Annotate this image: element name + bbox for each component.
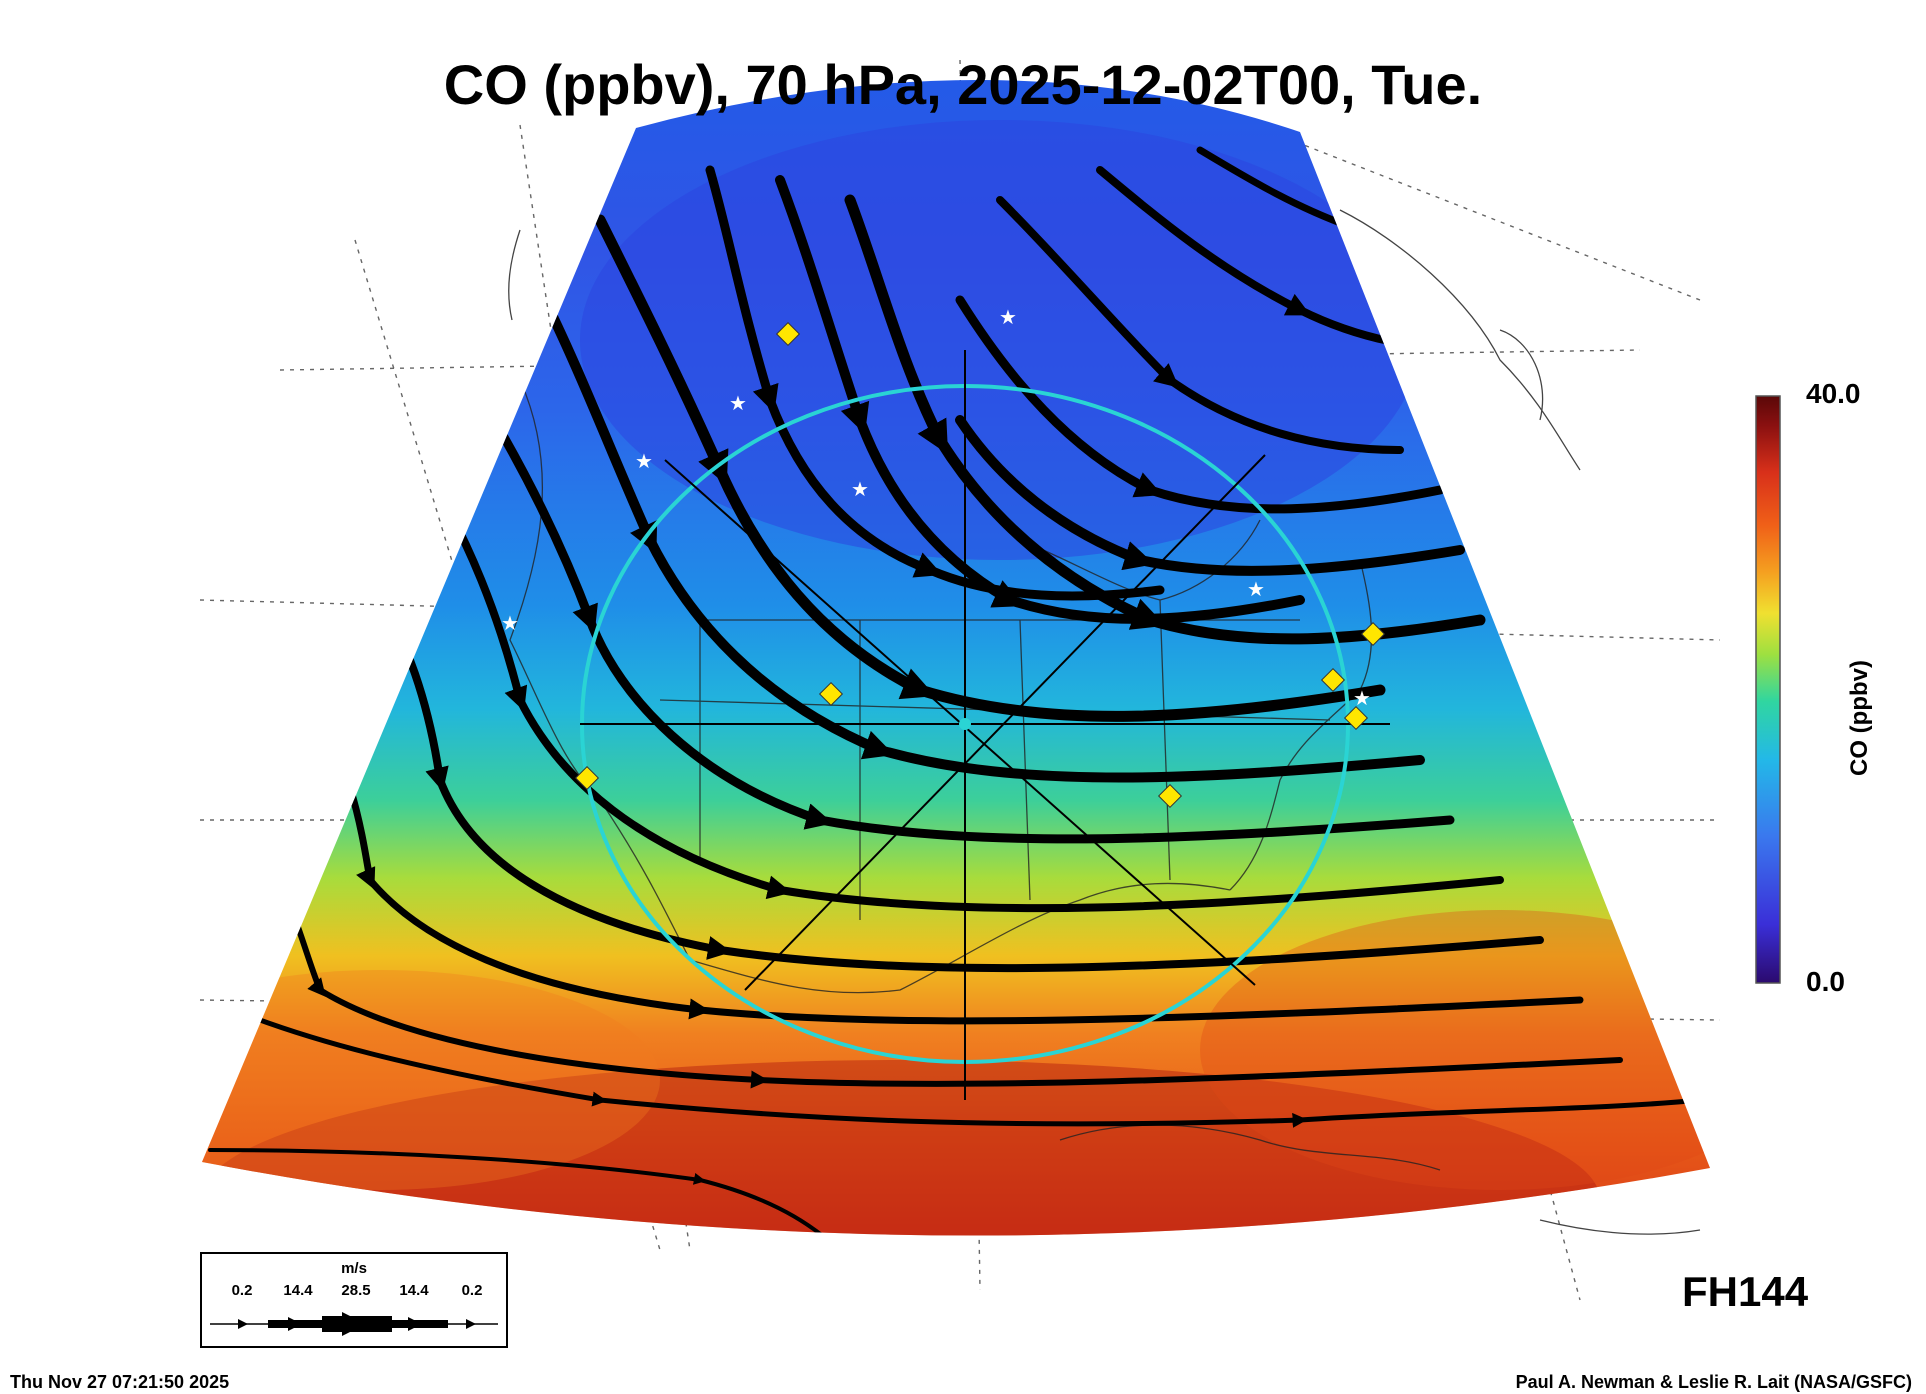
range-ring bbox=[580, 350, 1390, 1100]
legend-value: 0.2 bbox=[231, 1282, 253, 1299]
wind-streamlines bbox=[207, 146, 1703, 1236]
colorbar-min-label: 0.0 bbox=[1806, 966, 1845, 997]
legend-value: 0.2 bbox=[461, 1282, 483, 1299]
svg-text:★: ★ bbox=[999, 305, 1017, 329]
credit-label: Paul A. Newman & Leslie R. Lait (NASA/GS… bbox=[1515, 1372, 1912, 1392]
station-diamonds bbox=[574, 321, 1386, 809]
svg-text:★: ★ bbox=[1247, 577, 1265, 601]
svg-text:★: ★ bbox=[1471, 525, 1489, 549]
svg-text:★: ★ bbox=[1353, 686, 1371, 710]
colorbar-max-label: 40.0 bbox=[1806, 378, 1861, 409]
legend-units: m/s bbox=[341, 1260, 367, 1277]
center-marker bbox=[959, 718, 971, 730]
svg-text:★: ★ bbox=[851, 477, 869, 501]
svg-text:★: ★ bbox=[501, 611, 519, 635]
svg-text:★: ★ bbox=[635, 449, 653, 473]
legend-value: 28.5 bbox=[341, 1282, 371, 1299]
wind-speed-legend: m/s 0.2 14.4 28.5 14.4 0.2 bbox=[200, 1252, 508, 1348]
legend-arrow-scale bbox=[210, 1312, 498, 1336]
colorbar bbox=[1755, 395, 1781, 984]
timestamp: Thu Nov 27 07:21:50 2025 bbox=[10, 1372, 230, 1392]
outside-coastlines bbox=[508, 209, 1701, 1235]
forecast-hour-label: FH144 bbox=[1682, 1268, 1809, 1315]
legend-value: 14.4 bbox=[283, 1282, 313, 1299]
colorbar-title: CO (ppbv) bbox=[1846, 660, 1873, 776]
co-field bbox=[202, 79, 1710, 1236]
svg-text:★: ★ bbox=[729, 391, 747, 415]
chart-title: CO (ppbv), 70 hPa, 2025-12-02T00, Tue. bbox=[443, 53, 1483, 116]
legend-value: 14.4 bbox=[399, 1282, 429, 1299]
station-stars: ★ ★ ★ ★ ★ ★ ★ ★ bbox=[501, 305, 1489, 710]
